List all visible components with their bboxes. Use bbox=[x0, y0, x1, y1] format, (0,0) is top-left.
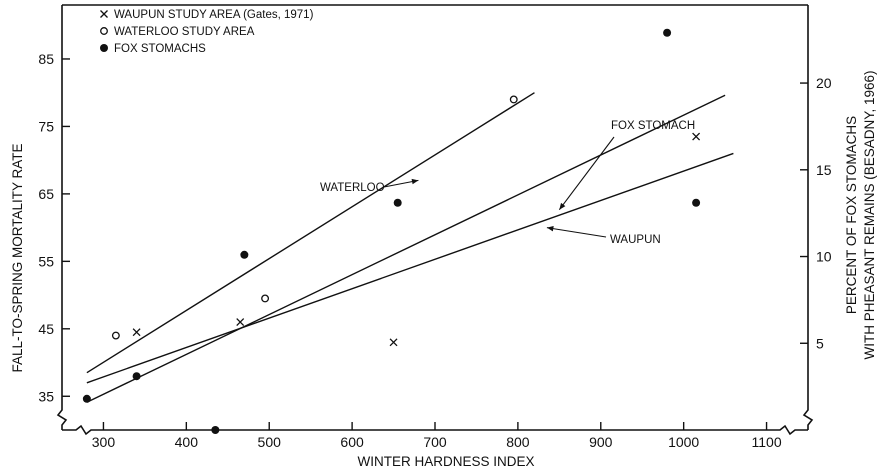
filled-circle-data-point bbox=[82, 394, 91, 403]
y2-tick-label: 10 bbox=[816, 249, 832, 265]
axes: 300 400 500 600 700 800 900 1000 1100 35 45 55 65 75 8… bbox=[38, 4, 832, 450]
legend-label: WATERLOO STUDY AREA bbox=[114, 26, 255, 38]
x-data-point bbox=[389, 338, 398, 347]
leader-line bbox=[558, 136, 615, 211]
x-tick-label: 1000 bbox=[668, 434, 699, 450]
legend-marker-open-circle bbox=[100, 27, 108, 35]
arrowhead bbox=[411, 178, 419, 185]
trend-line-fox-stomach bbox=[86, 94, 726, 403]
filled-circle-data-point bbox=[240, 250, 249, 259]
data-points bbox=[82, 28, 701, 434]
x-axis-title: WINTER HARDNESS INDEX bbox=[357, 454, 534, 469]
y2-axis-title-line2: WITH PHEASANT REMAINS (BESADNY, 1966) bbox=[862, 70, 877, 359]
line-label-waterloo: WATERLOO bbox=[320, 182, 385, 194]
x-data-point bbox=[692, 132, 701, 141]
x-tick-label: 1100 bbox=[752, 434, 782, 450]
filled-circle-data-point bbox=[393, 198, 402, 207]
x-data-point bbox=[236, 318, 245, 327]
x-tick-label: 600 bbox=[340, 434, 364, 450]
x-tick-label: 500 bbox=[258, 434, 282, 450]
filled-circle-data-point bbox=[692, 198, 701, 207]
y2-tick-label: 15 bbox=[816, 162, 832, 178]
x-tick-label: 400 bbox=[175, 434, 199, 450]
y-tick-label: 85 bbox=[38, 51, 54, 67]
y-tick-label: 65 bbox=[38, 186, 54, 202]
x-tick-label: 800 bbox=[506, 434, 530, 450]
legend-marker-x bbox=[100, 10, 108, 18]
filled-circle-data-point bbox=[211, 426, 220, 434]
right-axis-line bbox=[802, 5, 814, 430]
y-tick-label: 35 bbox=[38, 388, 54, 404]
line-label-waupun: WAUPUN bbox=[610, 234, 661, 246]
y-tick-label: 75 bbox=[38, 118, 54, 134]
open-circle-data-point bbox=[261, 294, 270, 303]
trend-line-waterloo bbox=[86, 92, 535, 374]
arrowhead bbox=[559, 202, 566, 210]
filled-circle-data-point bbox=[132, 372, 141, 381]
arrowhead bbox=[546, 225, 554, 232]
y2-axis-title-line1: PERCENT OF FOX STOMACHS bbox=[844, 116, 859, 314]
left-axis-line bbox=[56, 5, 68, 430]
y2-tick-label: 20 bbox=[816, 75, 832, 91]
legend-label: WAUPUN STUDY AREA (Gates, 1971) bbox=[114, 9, 314, 21]
open-circle-data-point bbox=[111, 331, 120, 340]
x-tick-label: 700 bbox=[423, 434, 447, 450]
filled-circle-data-point bbox=[663, 28, 672, 37]
line-labels: WATERLOO FOX STOMACH WAUPUN bbox=[320, 120, 695, 246]
y2-tick-label: 5 bbox=[816, 335, 824, 351]
trend-lines bbox=[86, 92, 734, 403]
trend-line-waupun bbox=[86, 152, 734, 384]
y-tick-label: 45 bbox=[38, 321, 54, 337]
open-circle-data-point bbox=[509, 95, 518, 104]
x-data-point bbox=[132, 328, 141, 337]
leader-line bbox=[546, 227, 607, 238]
x-tick-label: 900 bbox=[589, 434, 613, 450]
legend: WAUPUN STUDY AREA (Gates, 1971) WATERLOO … bbox=[100, 9, 314, 55]
y-tick-label: 55 bbox=[38, 253, 54, 269]
legend-label: FOX STOMACHS bbox=[114, 43, 206, 55]
line-label-fox-stomach: FOX STOMACH bbox=[611, 120, 695, 132]
legend-marker-filled-circle bbox=[100, 44, 108, 52]
y-axis-title: FALL-TO-SPRING MORTALITY RATE bbox=[10, 143, 25, 372]
x-tick-label: 300 bbox=[92, 434, 116, 450]
